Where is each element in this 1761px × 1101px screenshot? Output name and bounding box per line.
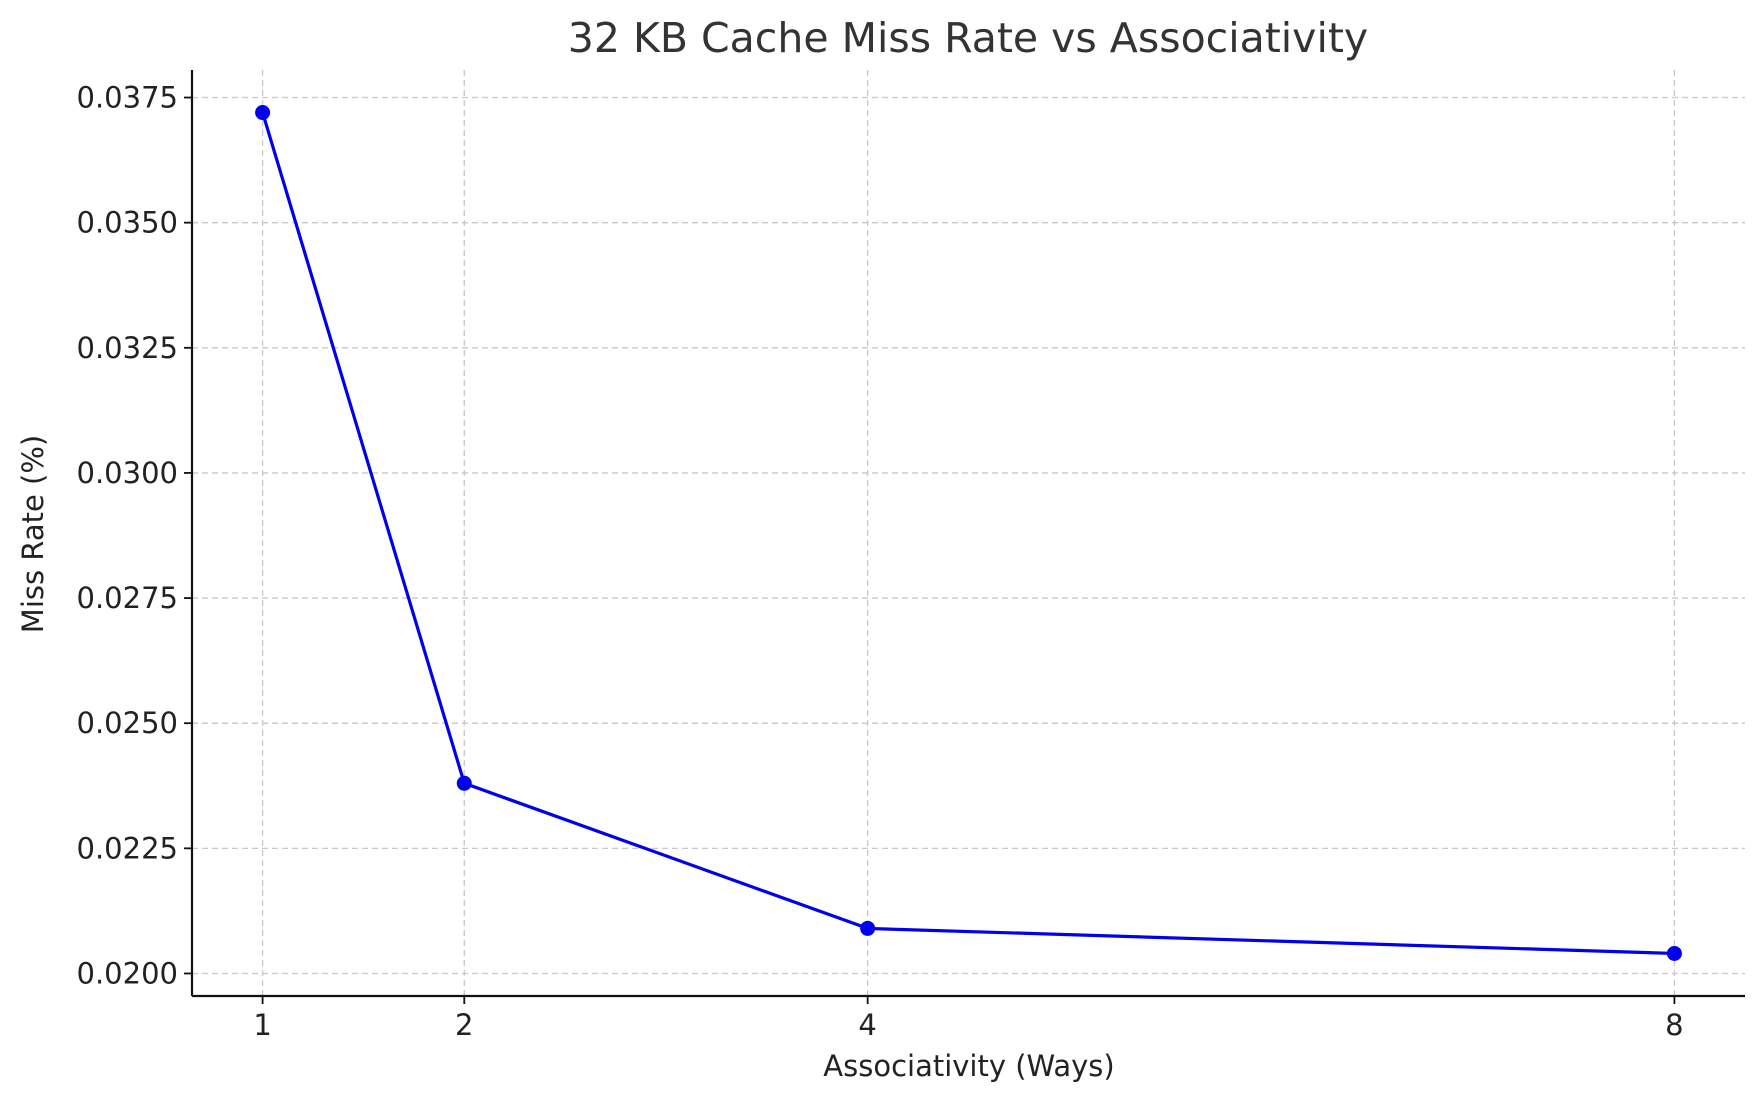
y-tick-label: 0.0275 [77,581,178,615]
y-tick-label: 0.0225 [77,831,178,865]
series-line [261,112,1675,956]
x-axis-label: Associativity (Ways) [823,1049,1114,1083]
x-tick-label: 1 [253,1008,271,1042]
x-tick-label: 8 [1665,1008,1683,1042]
x-tick-label: 2 [455,1008,473,1042]
y-tick-label: 0.0325 [77,331,178,365]
axes: 1 2 4 8 0.0200 0.0225 0.0250 0.0275 0.0300 0.0325… [77,70,1745,1042]
y-tick-label: 0.0200 [77,956,178,990]
y-tick-label: 0.0250 [77,706,178,740]
y-tick-label: 0.0350 [77,206,178,240]
chart-title: 32 KB Cache Miss Rate vs Associativity [568,14,1368,62]
y-tick-label: 0.0375 [77,81,178,115]
y-tick-label: 0.0300 [77,456,178,490]
y-axis-label: Miss Rate (%) [16,435,50,633]
data-point [456,775,472,791]
x-tick-label: 4 [858,1008,876,1042]
grid [192,70,1745,996]
series-layer [255,105,1682,961]
data-point [860,920,876,936]
data-point [255,105,271,121]
data-point [1666,945,1682,961]
